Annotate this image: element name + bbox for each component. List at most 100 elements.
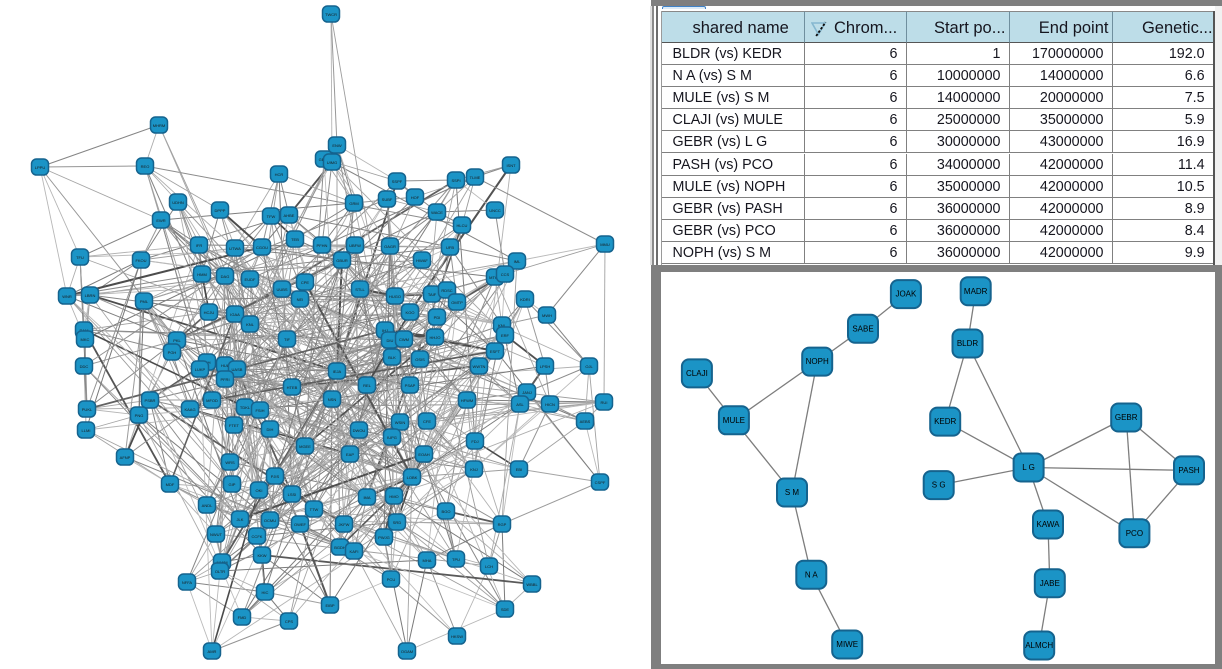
svg-text:OAGR: OAGR xyxy=(384,244,396,249)
svg-text:JABE: JABE xyxy=(1039,578,1059,587)
svg-text:MWH: MWH xyxy=(542,313,552,318)
svg-text:CCS: CCS xyxy=(501,272,510,277)
svg-text:GRM: GRM xyxy=(349,201,358,206)
svg-text:HMO: HMO xyxy=(389,494,398,499)
svg-text:EWR: EWR xyxy=(156,218,165,223)
svg-text:MADR: MADR xyxy=(963,286,987,295)
svg-text:MHA: MHA xyxy=(423,558,432,563)
svg-text:L G: L G xyxy=(1022,463,1035,472)
svg-text:RUI: RUI xyxy=(601,400,608,405)
svg-text:MDF: MDF xyxy=(166,482,175,487)
svg-text:EUDF: EUDF xyxy=(245,277,256,282)
svg-text:OWEF: OWEF xyxy=(294,522,307,527)
svg-text:RDSC: RDSC xyxy=(441,288,452,293)
svg-text:HIC: HIC xyxy=(262,590,269,595)
svg-text:WBBL: WBBL xyxy=(526,582,538,587)
svg-text:UDHN: UDHN xyxy=(172,200,184,205)
svg-text:KAFI: KAFI xyxy=(350,549,359,554)
svg-text:NOPH: NOPH xyxy=(805,357,828,366)
svg-text:S M: S M xyxy=(784,488,799,497)
svg-text:AHBE: AHBE xyxy=(284,213,295,218)
svg-text:SABE: SABE xyxy=(852,324,873,333)
svg-text:S G: S G xyxy=(931,480,945,489)
svg-text:DDC: DDC xyxy=(80,364,89,369)
svg-text:CWM: CWM xyxy=(399,337,409,342)
svg-text:CLAJI: CLAJI xyxy=(686,369,708,378)
svg-text:TFU: TFU xyxy=(76,255,84,260)
svg-text:UASB: UASB xyxy=(232,367,243,372)
svg-text:PSBR: PSBR xyxy=(145,398,156,403)
svg-text:GIP: GIP xyxy=(229,482,236,487)
svg-text:WWTN: WWTN xyxy=(473,364,486,369)
svg-text:TLME: TLME xyxy=(470,175,481,180)
svg-text:HTEB: HTEB xyxy=(287,385,298,390)
svg-text:JKFW: JKFW xyxy=(339,522,350,527)
svg-text:CPE: CPE xyxy=(301,280,310,285)
svg-text:HUGO: HUGO xyxy=(389,294,401,299)
svg-text:BGDH: BGDH xyxy=(334,545,346,550)
svg-text:KNL: KNL xyxy=(246,322,255,327)
svg-text:OMTP: OMTP xyxy=(451,300,463,305)
svg-text:LBRN: LBRN xyxy=(85,293,96,298)
svg-text:OKI: OKI xyxy=(256,488,263,493)
svg-text:REL: REL xyxy=(363,383,372,388)
svg-text:PFHN: PFHN xyxy=(317,243,328,248)
svg-text:PKL: PKL xyxy=(173,338,181,343)
svg-text:TDKL: TDKL xyxy=(240,405,251,410)
svg-text:HLCU: HLCU xyxy=(457,223,468,228)
svg-text:MFOD: MFOD xyxy=(206,398,218,403)
svg-text:PCO: PCO xyxy=(1125,528,1142,537)
svg-text:REO: REO xyxy=(141,164,150,169)
svg-text:IFR: IFR xyxy=(196,243,203,248)
svg-text:BGO: BGO xyxy=(442,509,451,514)
svg-text:JANJ: JANJ xyxy=(522,390,532,395)
svg-text:HHJO: HHJO xyxy=(430,335,441,340)
svg-text:TEB: TEB xyxy=(291,237,299,242)
svg-text:AEBS: AEBS xyxy=(580,419,591,424)
svg-text:HWAF: HWAF xyxy=(416,258,428,263)
svg-text:LPSH: LPSH xyxy=(540,364,551,369)
svg-text:TPU: TPU xyxy=(452,557,460,562)
svg-text:NFFA: NFFA xyxy=(182,580,193,585)
svg-text:JOAK: JOAK xyxy=(895,289,917,298)
svg-text:MGEE: MGEE xyxy=(299,444,311,449)
svg-text:EOAH: EOAH xyxy=(418,452,429,457)
svg-text:LLMI: LLMI xyxy=(82,428,91,433)
svg-text:IUPG: IUPG xyxy=(387,435,397,440)
svg-text:ESFT: ESFT xyxy=(490,349,501,354)
svg-text:PASH: PASH xyxy=(1178,466,1199,475)
svg-text:NWUT: NWUT xyxy=(210,532,223,537)
svg-text:CGOU: CGOU xyxy=(256,245,268,250)
svg-text:HMM: HMM xyxy=(197,272,207,277)
svg-text:SUBF: SUBF xyxy=(382,197,393,202)
svg-text:LUKP: LUKP xyxy=(195,367,206,372)
svg-text:OJL: OJL xyxy=(585,364,593,369)
svg-text:OCMU: OCMU xyxy=(264,518,276,523)
svg-text:FDJ: FDJ xyxy=(471,439,478,444)
svg-text:BLK: BLK xyxy=(388,355,396,360)
svg-text:MHRM: MHRM xyxy=(153,123,165,128)
svg-text:PML: PML xyxy=(140,299,149,304)
svg-text:AFNP: AFNP xyxy=(120,455,131,460)
svg-text:OLTR: OLTR xyxy=(215,569,225,574)
svg-text:RGP: RGP xyxy=(498,522,507,527)
svg-text:SSPI: SSPI xyxy=(451,178,460,183)
svg-text:EIBP: EIBP xyxy=(325,603,334,608)
svg-text:ERF: ERF xyxy=(501,333,510,338)
svg-text:UBFW: UBFW xyxy=(349,243,361,248)
svg-text:IEJA: IEJA xyxy=(333,369,342,374)
svg-text:CSPF: CSPF xyxy=(595,480,606,485)
svg-text:KEDR: KEDR xyxy=(934,417,956,426)
svg-text:MTGR: MTGR xyxy=(489,275,501,280)
svg-text:DWOU: DWOU xyxy=(353,428,366,433)
svg-text:SDE: SDE xyxy=(501,607,510,612)
svg-text:KAWA: KAWA xyxy=(1036,520,1060,529)
svg-text:SSPF: SSPF xyxy=(392,179,403,184)
svg-text:WRS: WRS xyxy=(225,460,235,465)
svg-text:UFB: UFB xyxy=(446,245,454,250)
svg-text:SRD: SRD xyxy=(393,520,402,525)
svg-text:KNL: KNL xyxy=(498,323,507,328)
svg-text:TTW: TTW xyxy=(310,507,319,512)
svg-text:IGAA: IGAA xyxy=(230,312,240,317)
svg-text:LOBK: LOBK xyxy=(407,475,418,480)
